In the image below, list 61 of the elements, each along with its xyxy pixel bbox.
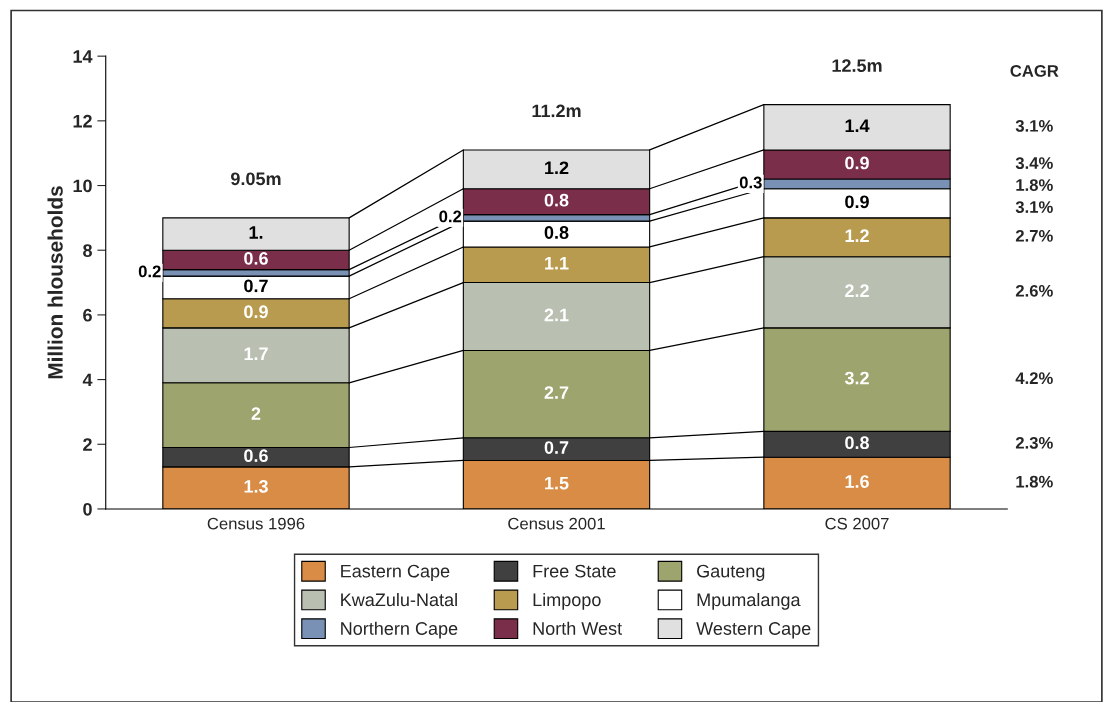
data-label: 0.8 [845,436,870,450]
data-label: 1.4 [845,119,870,132]
text: 3.4% [1015,157,1053,169]
total-label: 9.05m [231,172,281,186]
y-tick-label: 0 [83,502,92,516]
text: 2.7% [1015,229,1053,242]
data-label: 2 [251,407,261,420]
total-label: 12.5m [832,59,882,72]
data-label: 0.8 [544,226,569,239]
data-label: 1.1 [545,257,569,270]
y-tick-label: 12 [73,114,92,128]
data-label: 1.6 [845,475,869,488]
y-tick-label: 10 [73,179,92,193]
x-tick-label: Census 2001 [508,517,605,530]
data-label: 0.9 [244,305,268,319]
data-label: 0.8 [544,193,569,207]
y-tick-label: 6 [83,308,92,322]
y-tick-label: 4 [82,373,93,387]
legend-label: KwaZulu-Natal [341,592,457,607]
data-label: 0.7 [544,441,569,454]
text: 3.1% [1015,119,1053,132]
x-tick-label: CS 2007 [825,517,889,530]
y-tick-label: 8 [83,244,92,257]
text: 4.2% [1015,372,1053,385]
legend-label: Free State [533,564,616,578]
legend-label: Mpumalanga [697,592,801,610]
data-label: 1.5 [545,476,569,490]
data-label: 0.6 [244,251,268,265]
data-label: 1.3 [244,479,268,493]
data-label: 0.3 [739,176,762,189]
data-label: 2.2 [845,284,869,297]
legend-label: Gauteng [697,564,765,582]
y-tick-label: 2 [83,438,92,451]
text: CAGR [1010,65,1059,77]
data-label: 1.7 [244,347,268,360]
data-label: 0.2 [439,210,462,223]
data-label: 0.6 [244,449,268,463]
text: 2.6% [1015,284,1053,297]
data-label: 1. [249,226,263,239]
y-tick-label: 14 [73,50,93,63]
data-label: 0.2 [138,265,161,278]
data-label: 1.2 [545,161,569,175]
data-label: 1.2 [845,229,869,242]
text: 2.3% [1015,436,1053,449]
text: 1.8% [1016,179,1053,191]
y-axis-title: Million hlouseholds [47,186,63,379]
data-label: 2.1 [544,308,569,322]
data-label: 3.2 [844,371,869,385]
data-label: 0.7 [244,279,268,293]
x-tick-label: Census 1996 [207,517,305,530]
legend-label: Eastern Cape [341,564,450,582]
total-label: 11.2m [532,104,581,118]
legend-label: Limpopo [533,592,601,610]
legend-label: Western Cape [696,622,811,639]
legend-label: North West [533,621,622,635]
data-label: 0.9 [845,156,869,170]
data-label: 2.7 [544,386,569,399]
text: 3.1% [1015,201,1053,213]
legend-label: Northern Cape [341,621,458,639]
data-label: 0.9 [845,195,869,209]
text: 1.8% [1016,475,1053,488]
